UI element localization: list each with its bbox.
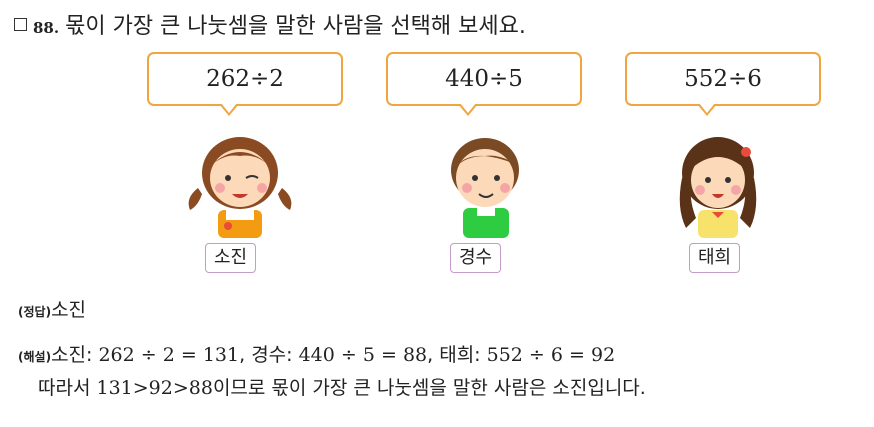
conclusion-line: 따라서 131>92>88이므로 몫이 가장 큰 나눗셈을 말한 사람은 소진입… bbox=[38, 373, 646, 400]
person-name-2: 경수 bbox=[459, 247, 493, 268]
speech-bubble-2: 440÷5 bbox=[386, 52, 582, 116]
explanation-sep-2: , bbox=[427, 344, 440, 366]
conclusion-pre: 따라서 bbox=[38, 377, 97, 399]
nametag-2: 경수 bbox=[450, 243, 502, 273]
explanation-expr-1: 262 ÷ 2 = 131 bbox=[98, 344, 240, 366]
expression-2: 440÷5 bbox=[445, 66, 523, 92]
expression-3: 552÷6 bbox=[684, 66, 762, 92]
girl-braids-illustration bbox=[180, 118, 300, 238]
explanation-name-3: 태희: bbox=[439, 344, 487, 366]
explanation-expr-2: 440 ÷ 5 = 88 bbox=[298, 344, 428, 366]
answer-value: 소진 bbox=[51, 299, 87, 321]
girl-pigtails-illustration bbox=[658, 118, 778, 238]
answer-line: (정답)소진 bbox=[18, 295, 86, 322]
boy-illustration bbox=[425, 118, 545, 238]
explanation-label: (해설) bbox=[18, 350, 52, 364]
explanation-name-2: 경수: bbox=[251, 344, 299, 366]
person-name-3: 태희 bbox=[698, 247, 732, 268]
explanation-name-1: 소진: bbox=[51, 344, 99, 366]
question-checkbox[interactable] bbox=[14, 18, 27, 31]
speech-bubble-3: 552÷6 bbox=[625, 52, 821, 116]
person-name-1: 소진 bbox=[214, 247, 248, 268]
explanation-expr-3: 552 ÷ 6 = 92 bbox=[486, 344, 616, 366]
question-number: 88. bbox=[33, 19, 60, 37]
question-text: 몫이 가장 큰 나눗셈을 말한 사람을 선택해 보세요. bbox=[65, 14, 526, 39]
conclusion-post: 이므로 몫이 가장 큰 나눗셈을 말한 사람은 소진입니다. bbox=[212, 377, 646, 399]
question: 88. 몫이 가장 큰 나눗셈을 말한 사람을 선택해 보세요. bbox=[14, 8, 526, 40]
speech-bubble-1: 262÷2 bbox=[147, 52, 343, 116]
expression-1: 262÷2 bbox=[206, 66, 284, 92]
nametag-3: 태희 bbox=[689, 243, 741, 273]
explanation-line: (해설)소진: 262 ÷ 2 = 131, 경수: 440 ÷ 5 = 88,… bbox=[18, 340, 615, 367]
nametag-1: 소진 bbox=[205, 243, 257, 273]
answer-label: (정답) bbox=[18, 305, 52, 319]
conclusion-math: 131>92>88 bbox=[96, 377, 213, 399]
explanation-sep-1: , bbox=[239, 344, 252, 366]
